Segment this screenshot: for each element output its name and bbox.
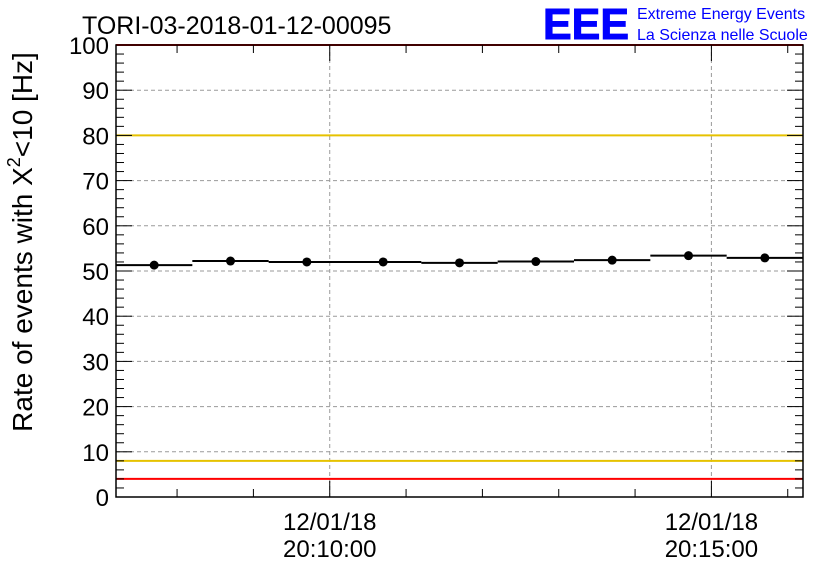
data-point (302, 257, 312, 267)
y-tick-label: 10 (82, 440, 109, 467)
y-axis-title: Rate of events with X2<10 [Hz] (4, 52, 38, 432)
y-tick-label: 0 (96, 485, 109, 512)
y-tick-label: 30 (82, 349, 109, 376)
grid-lines (116, 45, 803, 497)
logo-line2: La Scienza nelle Scuole (637, 27, 808, 44)
y-axis-title-superscript: 2 (4, 157, 24, 167)
y-tick-label: 100 (69, 33, 109, 60)
x-tick-label-date: 12/01/18 (665, 509, 758, 536)
logo-line1: Extreme Energy Events (637, 6, 805, 23)
data-point (607, 255, 617, 265)
data-point (760, 253, 770, 263)
x-tick-label-time: 20:15:00 (665, 536, 758, 563)
data-series (116, 251, 803, 270)
data-point (684, 251, 693, 261)
data-point (226, 256, 235, 266)
data-point (455, 258, 464, 268)
axes: 010203040506070809010012/01/1820:10:0012… (69, 33, 803, 563)
data-point (378, 257, 388, 267)
y-axis-title-main: Rate of events with X (7, 167, 38, 432)
y-tick-label: 70 (82, 169, 109, 196)
logo-mark: EEE (543, 0, 629, 49)
y-tick-label: 20 (82, 395, 109, 422)
y-tick-label: 90 (82, 78, 109, 105)
svg-text:Rate of events with X2<10 [Hz]: Rate of events with X2<10 [Hz] (4, 52, 38, 432)
x-tick-label-date: 12/01/18 (283, 509, 376, 536)
x-tick-label-time: 20:10:00 (283, 536, 376, 563)
y-axis-title-rest: <10 [Hz] (7, 52, 38, 157)
eee-logo: EEE Extreme Energy Events La Scienza nel… (543, 0, 808, 50)
y-tick-label: 60 (82, 214, 109, 241)
data-point (531, 257, 541, 267)
data-point (149, 260, 159, 270)
chart-title: TORI-03-2018-01-12-00095 (82, 12, 391, 40)
y-tick-label: 40 (82, 304, 109, 331)
y-tick-label: 50 (82, 259, 109, 286)
y-tick-label: 80 (82, 123, 109, 150)
